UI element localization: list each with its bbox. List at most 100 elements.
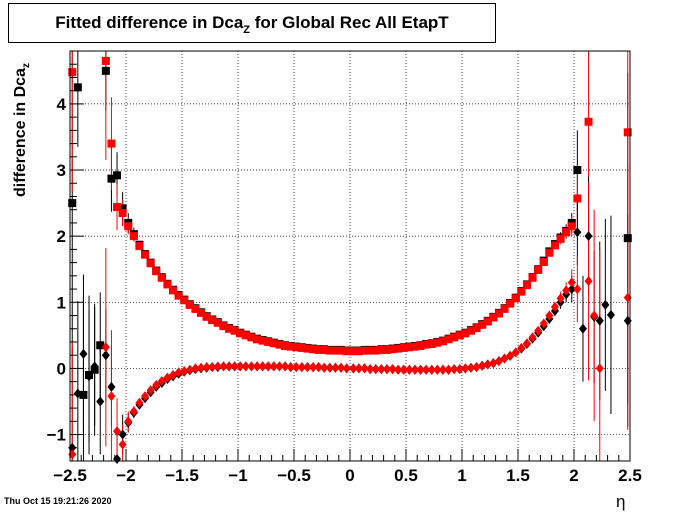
data-point-diamond (522, 338, 531, 349)
data-point-diamond (85, 371, 94, 382)
data-point-diamond (113, 454, 122, 465)
data-point-square (297, 343, 306, 352)
data-point-diamond (567, 284, 576, 295)
data-point-diamond (264, 361, 273, 372)
data-point-square (107, 174, 116, 183)
data-point-square (584, 117, 593, 126)
data-point-square (68, 199, 77, 208)
data-point-diamond (96, 396, 105, 407)
data-point-diamond (416, 364, 425, 375)
data-point-diamond (225, 361, 234, 372)
x-tick-label: 1.5 (506, 466, 530, 485)
data-point-square (258, 336, 267, 345)
data-point-square (152, 267, 161, 276)
data-point-square (539, 257, 548, 266)
data-point-diamond (213, 361, 222, 372)
data-point-diamond (292, 362, 301, 373)
data-point-square (129, 232, 138, 241)
data-point-diamond (191, 363, 200, 374)
data-point-diamond (567, 277, 576, 288)
data-point-square (405, 343, 414, 352)
data-point-square (79, 390, 88, 399)
data-point-diamond (444, 364, 453, 375)
y-tick-label: 1 (57, 293, 66, 312)
data-point-square (146, 259, 155, 268)
timestamp: Thu Oct 15 19:21:26 2020 (4, 496, 112, 506)
data-point-square (163, 280, 172, 289)
data-point-square (185, 300, 194, 309)
data-point-diamond (606, 309, 615, 320)
data-point-square (236, 329, 245, 338)
data-point-diamond (394, 364, 403, 375)
data-point-diamond (466, 362, 475, 373)
data-point-diamond (377, 364, 386, 375)
data-point-diamond (320, 362, 329, 373)
data-point-diamond (101, 342, 110, 353)
chart-title-main: Fitted difference in Dca (55, 13, 244, 32)
data-point-diamond (118, 439, 127, 450)
data-point-diamond (90, 361, 99, 372)
data-point-square (623, 128, 632, 137)
x-tick-label: −0.5 (277, 466, 311, 485)
y-tick-label: 0 (57, 359, 66, 378)
data-point-square (101, 66, 110, 75)
data-point-square (483, 317, 492, 326)
data-point-diamond (236, 361, 245, 372)
data-point-diamond (281, 361, 290, 372)
data-point-diamond (427, 364, 436, 375)
data-point-diamond (483, 359, 492, 370)
data-point-diamond (208, 362, 217, 373)
x-tick-label: 1 (457, 466, 466, 485)
data-point-diamond (185, 364, 194, 375)
data-point-diamond (506, 350, 515, 361)
data-point-diamond (314, 362, 323, 373)
x-tick-label: 2.5 (618, 466, 642, 485)
data-point-diamond (388, 364, 397, 375)
data-point-square (202, 312, 211, 321)
data-point-diamond (354, 363, 363, 374)
data-point-square (247, 333, 256, 342)
data-point-square (360, 346, 369, 355)
data-point-diamond (113, 426, 122, 437)
data-point-diamond (286, 362, 295, 373)
data-point-square (118, 204, 127, 213)
y-tick-label: 4 (57, 95, 67, 114)
y-tick-label: 2 (57, 227, 66, 246)
data-point-square (500, 304, 509, 313)
data-point-square (174, 291, 183, 300)
data-point-square (438, 337, 447, 346)
data-point-diamond (399, 364, 408, 375)
data-point-square (494, 309, 503, 318)
data-point-diamond (297, 362, 306, 373)
data-point-diamond (595, 315, 604, 326)
data-point-square (545, 248, 554, 257)
data-point-square (331, 346, 340, 355)
data-point-square (478, 320, 487, 329)
data-point-diamond (405, 364, 414, 375)
data-point-square (394, 344, 403, 353)
data-point-diamond (275, 361, 284, 372)
data-point-square (567, 222, 576, 231)
y-axis-label-subscript: z (21, 63, 32, 69)
data-point-square (309, 345, 318, 354)
data-point-square (455, 331, 464, 340)
data-point-square (73, 83, 82, 92)
y-axis-label-main: difference in Dca (12, 68, 29, 197)
data-point-diamond (472, 362, 481, 373)
data-point-square (349, 347, 358, 356)
data-point-square (382, 345, 391, 354)
data-point-square (534, 265, 543, 274)
data-point-diamond (73, 388, 82, 399)
data-point-diamond (478, 360, 487, 371)
x-axis-label: η (616, 492, 626, 511)
data-point-diamond (556, 293, 565, 304)
data-point-diamond (331, 362, 340, 373)
data-point-square (623, 234, 632, 243)
x-tick-label: −2.5 (53, 466, 87, 485)
data-point-square (314, 345, 323, 354)
x-tick-label: −2 (116, 466, 135, 485)
data-point-square (550, 241, 559, 250)
data-point-diamond (584, 231, 593, 242)
data-point-diamond (455, 364, 464, 375)
data-point-diamond (146, 385, 155, 396)
